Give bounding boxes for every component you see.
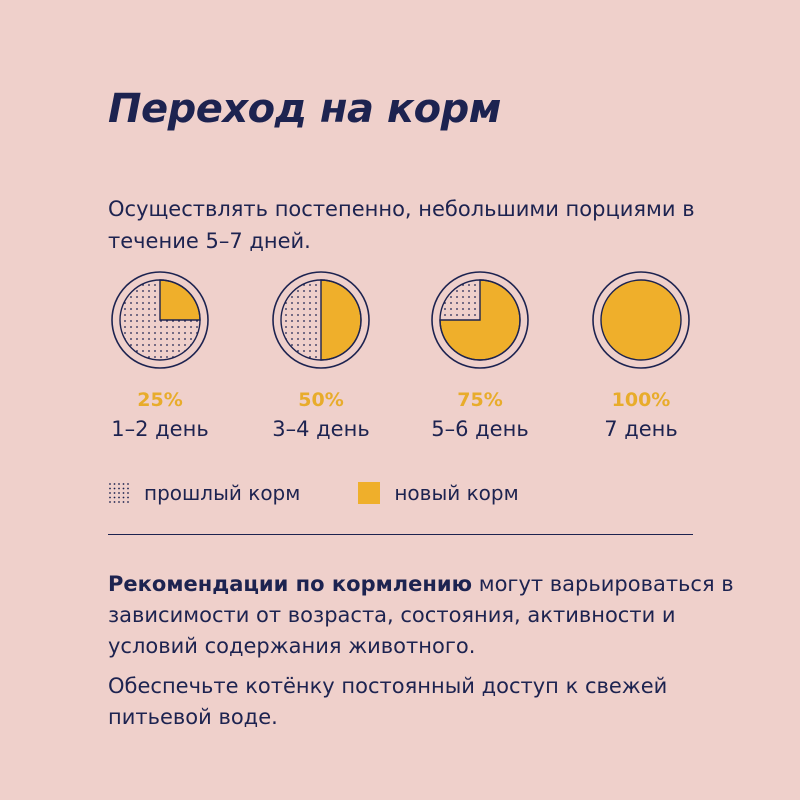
pie-chart-stage-2 bbox=[272, 271, 370, 369]
page-title: Переход на корм bbox=[108, 86, 501, 132]
legend-dot bbox=[118, 492, 120, 494]
stage-3: 75% 5–6 день bbox=[420, 270, 540, 444]
legend-dot bbox=[109, 487, 111, 490]
dotted-swatch-icon bbox=[109, 483, 129, 503]
pie-chart-stage-1 bbox=[111, 271, 209, 369]
legend-dot bbox=[113, 492, 116, 494]
pie-inner-border bbox=[280, 279, 362, 361]
recommendation-body: могут варьироваться в зависимости от воз… bbox=[108, 572, 734, 658]
legend-dot bbox=[122, 487, 125, 490]
legend: прошлый корм новый корм bbox=[108, 478, 519, 508]
legend-dot bbox=[113, 496, 116, 499]
legend-new-label: новый корм bbox=[394, 481, 519, 505]
stage-1: 25% 1–2 день bbox=[100, 270, 220, 444]
legend-dot bbox=[127, 501, 129, 503]
divider bbox=[108, 534, 693, 535]
legend-dot bbox=[109, 501, 111, 503]
legend-dot bbox=[118, 501, 120, 503]
legend-dot bbox=[122, 483, 125, 485]
stage-percent: 75% bbox=[457, 389, 503, 411]
legend-dot bbox=[127, 496, 129, 499]
legend-dot bbox=[122, 501, 125, 503]
legend-dot bbox=[118, 483, 120, 485]
legend-old-label: прошлый корм bbox=[144, 481, 301, 505]
legend-dot bbox=[113, 487, 116, 490]
stage-2: 50% 3–4 день bbox=[261, 270, 381, 444]
legend-dot bbox=[109, 483, 111, 485]
solid-swatch-icon bbox=[358, 482, 381, 504]
legend-dot bbox=[118, 487, 120, 490]
stage-percent: 100% bbox=[611, 389, 671, 411]
legend-dot bbox=[122, 492, 125, 494]
legend-new-food: новый корм bbox=[358, 481, 519, 505]
legend-dot bbox=[127, 492, 129, 494]
transition-stages: 25% 1–2 день 50% 3–4 день 75% 5–6 день 1… bbox=[100, 270, 720, 460]
pie-inner-border bbox=[119, 279, 201, 361]
legend-dot bbox=[113, 483, 116, 485]
stage-days: 1–2 день bbox=[111, 417, 209, 441]
stage-percent: 25% bbox=[137, 389, 183, 411]
legend-dot bbox=[113, 501, 116, 503]
legend-dot bbox=[127, 483, 129, 485]
recommendation-heading: Рекомендации по кормлению bbox=[108, 572, 473, 596]
legend-dot bbox=[122, 496, 125, 499]
pie-chart-stage-4 bbox=[592, 271, 690, 369]
pie-chart-stage-3 bbox=[431, 271, 529, 369]
stage-days: 7 день bbox=[604, 417, 678, 441]
legend-dot bbox=[109, 496, 111, 499]
intro-text: Осуществлять постепенно, небольшими порц… bbox=[108, 197, 695, 253]
pie-new-food-slice bbox=[600, 279, 682, 361]
legend-dot bbox=[118, 496, 120, 499]
stage-4: 100% 7 день bbox=[581, 270, 701, 444]
stage-days: 5–6 день bbox=[431, 417, 529, 441]
water-note: Обеспечьте котёнку постоянный доступ к с… bbox=[108, 674, 668, 729]
legend-dot bbox=[127, 487, 129, 490]
legend-old-food: прошлый корм bbox=[108, 481, 300, 505]
stage-percent: 50% bbox=[298, 389, 344, 411]
pie-inner-border bbox=[439, 279, 521, 361]
stage-days: 3–4 день bbox=[272, 417, 370, 441]
legend-dot bbox=[109, 492, 111, 494]
recommendation-text: Рекомендации по кормлению могут варьиров… bbox=[108, 569, 748, 662]
